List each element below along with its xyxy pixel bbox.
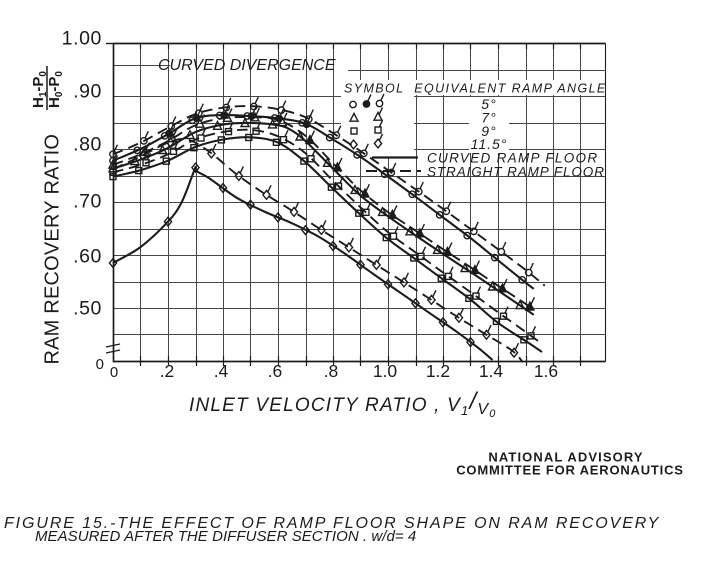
svg-text:5°: 5°	[481, 96, 496, 112]
svg-text:1.4: 1.4	[479, 361, 504, 381]
svg-text:.90: .90	[73, 81, 102, 103]
svg-text:.70: .70	[73, 191, 102, 213]
svg-text:INLET VELOCITY RATIO , V1/V0: INLET VELOCITY RATIO , V1/V0	[189, 388, 497, 420]
svg-text:.50: .50	[73, 298, 102, 320]
svg-text:1.2: 1.2	[426, 361, 450, 381]
svg-text:.2: .2	[160, 361, 175, 381]
svg-text:H1-P0: H1-P0	[30, 71, 49, 108]
svg-text:H0-P0: H0-P0	[46, 71, 65, 108]
svg-text:.80: .80	[73, 134, 102, 156]
svg-text:NATIONAL ADVISORY: NATIONAL ADVISORY	[488, 450, 643, 465]
svg-text:1.0: 1.0	[373, 361, 398, 381]
svg-text:SYMBOL EQUIVALENT RAMP ANGLE: SYMBOL EQUIVALENT RAMP ANGLE	[344, 82, 607, 96]
svg-text:0: 0	[110, 364, 118, 381]
svg-text:.6: .6	[268, 361, 283, 381]
svg-text:MEASURED AFTER THE DIFFUSER SE: MEASURED AFTER THE DIFFUSER SECTION . w/…	[35, 528, 416, 545]
svg-text:1.00: 1.00	[62, 28, 102, 50]
svg-text:CURVED DIVERGENCE: CURVED DIVERGENCE	[158, 57, 336, 74]
svg-text:0: 0	[96, 356, 104, 373]
svg-text:COMMITTEE FOR AERONAUTICS: COMMITTEE FOR AERONAUTICS	[456, 463, 684, 478]
svg-text:.4: .4	[214, 361, 229, 381]
svg-text:11.5°: 11.5°	[471, 136, 508, 152]
svg-text:STRAIGHT RAMP FLOOR: STRAIGHT RAMP FLOOR	[427, 165, 605, 180]
svg-text:1.6: 1.6	[534, 361, 558, 381]
svg-text:FIGURE 15.-THE EFFECT OF RAMP: FIGURE 15.-THE EFFECT OF RAMP FLOOR SHAP…	[4, 515, 660, 532]
svg-text:CURVED RAMP FLOOR: CURVED RAMP FLOOR	[427, 151, 598, 166]
svg-text:.8: .8	[324, 361, 339, 381]
svg-text:RAM RECOVERY RATIO: RAM RECOVERY RATIO	[42, 134, 64, 365]
svg-text:.60: .60	[73, 246, 102, 268]
svg-text:7°: 7°	[481, 110, 496, 126]
svg-text:9°: 9°	[481, 123, 496, 139]
